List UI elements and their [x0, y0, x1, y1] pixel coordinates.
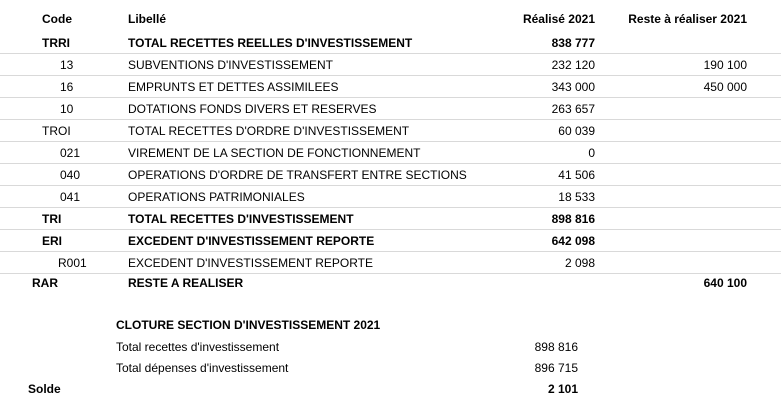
row-realise: 41 506 — [558, 168, 595, 182]
cloture-depenses-label: Total dépenses d'investissement — [116, 361, 289, 375]
row-libelle: EXCEDENT D'INVESTISSEMENT REPORTE — [128, 234, 375, 248]
row-libelle: RESTE A REALISER — [128, 276, 244, 290]
cloture-depenses-value: 896 715 — [534, 361, 578, 375]
row-reste: 190 100 — [703, 58, 747, 72]
row-code: RAR — [32, 276, 58, 290]
table-row-trri: TRRI TOTAL RECETTES REELLES D'INVESTISSE… — [0, 31, 781, 54]
row-libelle: EMPRUNTS ET DETTES ASSIMILEES — [128, 80, 339, 94]
row-code: 13 — [60, 58, 74, 72]
table-row-10: 10 DOTATIONS FONDS DIVERS ET RESERVES 26… — [0, 97, 781, 120]
table-row-tri: TRI TOTAL RECETTES D'INVESTISSEMENT 898 … — [0, 207, 781, 230]
row-reste: 640 100 — [703, 276, 747, 290]
header-realise: Réalisé 2021 — [522, 12, 595, 26]
table-row-r001: R001 EXCEDENT D'INVESTISSEMENT REPORTE 2… — [0, 251, 781, 274]
table-row-041: 041 OPERATIONS PATRIMONIALES 18 533 — [0, 185, 781, 208]
row-libelle: OPERATIONS PATRIMONIALES — [128, 190, 305, 204]
row-libelle: OPERATIONS D'ORDRE DE TRANSFERT ENTRE SE… — [128, 168, 467, 182]
row-realise: 60 039 — [558, 124, 595, 138]
row-realise: 898 816 — [551, 212, 595, 226]
row-code: 041 — [60, 190, 81, 204]
row-code: TRRI — [42, 36, 70, 50]
row-realise: 838 777 — [551, 36, 595, 50]
row-code: TROI — [42, 124, 71, 138]
cloture-recettes-value: 898 816 — [534, 340, 578, 354]
row-code: 16 — [60, 80, 74, 94]
row-libelle: DOTATIONS FONDS DIVERS ET RESERVES — [128, 102, 377, 116]
header-reste: Reste à réaliser 2021 — [628, 12, 747, 26]
cloture-recettes-label: Total recettes d'investissement — [116, 340, 280, 354]
solde-label: Solde — [28, 382, 61, 396]
row-code: R001 — [58, 256, 87, 270]
row-code: 10 — [60, 102, 74, 116]
header-code: Code — [42, 12, 72, 26]
row-realise: 232 120 — [551, 58, 595, 72]
cloture-title: CLOTURE SECTION D'INVESTISSEMENT 2021 — [116, 318, 381, 332]
row-realise: 642 098 — [551, 234, 595, 248]
table-row-eri: ERI EXCEDENT D'INVESTISSEMENT REPORTE 64… — [0, 229, 781, 252]
row-code: ERI — [42, 234, 63, 248]
row-realise: 2 098 — [564, 256, 595, 270]
row-reste: 450 000 — [703, 80, 747, 94]
row-realise: 263 657 — [551, 102, 595, 116]
row-libelle: TOTAL RECETTES D'ORDRE D'INVESTISSEMENT — [128, 124, 410, 138]
row-realise: 343 000 — [551, 80, 595, 94]
row-code: TRI — [42, 212, 62, 226]
row-libelle: EXCEDENT D'INVESTISSEMENT REPORTE — [128, 256, 374, 270]
table-row-021: 021 VIREMENT DE LA SECTION DE FONCTIONNE… — [0, 141, 781, 164]
row-code: 021 — [60, 146, 81, 160]
row-realise: 0 — [588, 146, 595, 160]
table-row-13: 13 SUBVENTIONS D'INVESTISSEMENT 232 120 … — [0, 53, 781, 76]
row-libelle: VIREMENT DE LA SECTION DE FONCTIONNEMENT — [128, 146, 421, 160]
table-row-rar: RAR RESTE A REALISER 640 100 — [0, 271, 781, 293]
row-libelle: TOTAL RECETTES D'INVESTISSEMENT — [128, 212, 354, 226]
row-libelle: SUBVENTIONS D'INVESTISSEMENT — [128, 58, 333, 72]
table-row-troi: TROI TOTAL RECETTES D'ORDRE D'INVESTISSE… — [0, 119, 781, 142]
table-row-16: 16 EMPRUNTS ET DETTES ASSIMILEES 343 000… — [0, 75, 781, 98]
row-code: 040 — [60, 168, 81, 182]
header-libelle: Libellé — [128, 12, 167, 26]
table-row-040: 040 OPERATIONS D'ORDRE DE TRANSFERT ENTR… — [0, 163, 781, 186]
row-libelle: TOTAL RECETTES REELLES D'INVESTISSEMENT — [128, 36, 413, 50]
solde-value: 2 101 — [547, 382, 578, 396]
row-realise: 18 533 — [558, 190, 595, 204]
